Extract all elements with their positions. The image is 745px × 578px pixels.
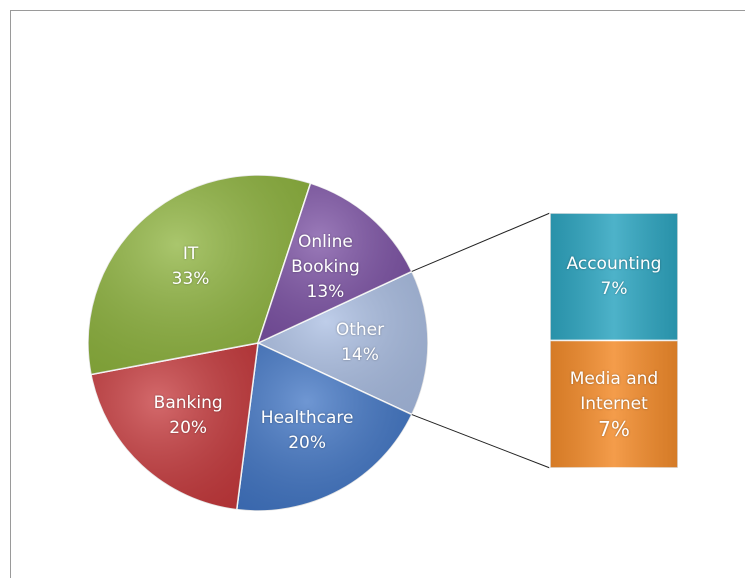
label-value: 13% bbox=[306, 281, 345, 302]
label-name: Online Booking bbox=[291, 231, 360, 277]
label-value: 7% bbox=[600, 278, 628, 299]
data-label: Media and Internet 7% bbox=[554, 367, 674, 442]
label-name: Healthcare bbox=[260, 408, 354, 429]
bar-shine bbox=[550, 340, 678, 468]
frame bbox=[10, 10, 745, 578]
data-label: Other 14% bbox=[300, 318, 420, 368]
label-value: 7% bbox=[598, 416, 630, 441]
label-name: Media and Internet bbox=[569, 368, 659, 414]
label-value: 33% bbox=[171, 269, 210, 290]
slice-shine bbox=[88, 174, 311, 375]
data-label: Healthcare 20% bbox=[247, 406, 367, 456]
data-label: Accounting 7% bbox=[554, 252, 674, 302]
label-value: 14% bbox=[341, 345, 379, 365]
data-label: Online Booking 13% bbox=[265, 230, 385, 305]
label-name: IT bbox=[182, 244, 199, 265]
data-label: IT 33% bbox=[131, 242, 251, 292]
connector bbox=[411, 212, 551, 272]
label-name: Banking bbox=[153, 393, 223, 414]
slice-shine bbox=[258, 183, 412, 343]
label-value: 20% bbox=[169, 418, 208, 439]
bar-shine bbox=[550, 213, 678, 341]
slice-shine bbox=[236, 343, 412, 511]
slice-shine bbox=[258, 271, 428, 415]
label-name: Accounting bbox=[566, 253, 662, 274]
data-label: Banking 20% bbox=[128, 391, 248, 441]
label-name: Other bbox=[335, 320, 385, 340]
label-value: 20% bbox=[288, 433, 327, 454]
connector bbox=[411, 414, 551, 469]
slice-shine bbox=[91, 343, 258, 510]
